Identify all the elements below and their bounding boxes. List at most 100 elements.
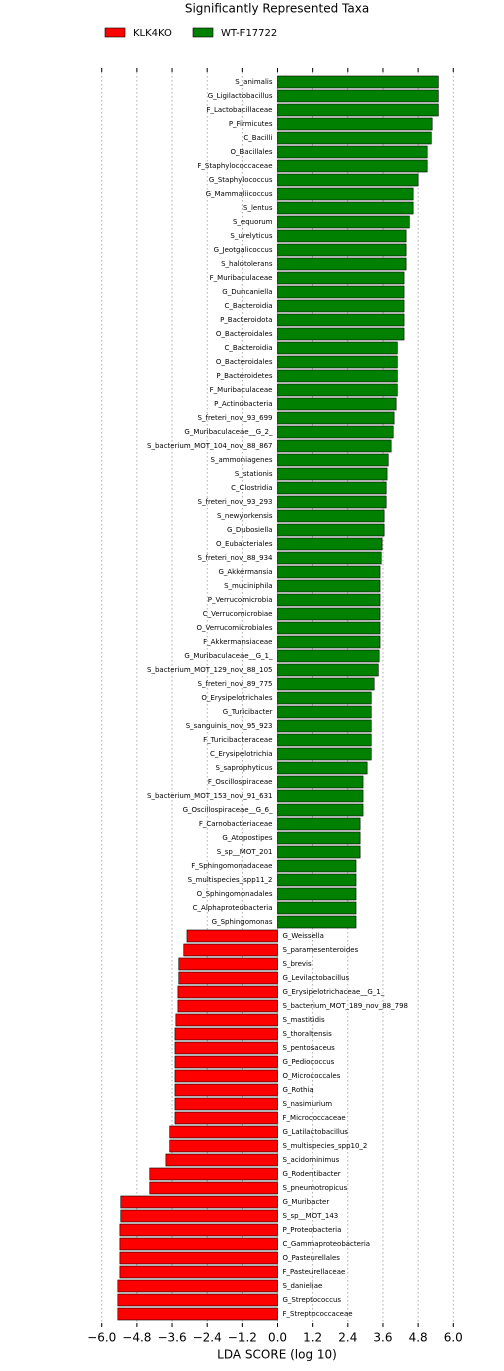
category-label: C_Clostridia xyxy=(231,484,272,492)
bar xyxy=(174,1055,278,1069)
x-tick-label: 1.2 xyxy=(303,1331,322,1345)
category-label: G_Duncaniella xyxy=(222,288,272,296)
bar xyxy=(149,1181,278,1195)
bar xyxy=(117,1293,278,1307)
category-label: F_Oscillospiraceae xyxy=(208,778,273,786)
legend-swatch xyxy=(104,27,126,38)
category-label: C_Erysipelotrichia xyxy=(210,750,273,758)
category-label: S_stationis xyxy=(235,470,273,478)
category-label: G_Ligilactobacillus xyxy=(208,92,273,100)
bar xyxy=(277,901,357,915)
category-label: S_muciniphila xyxy=(224,582,272,590)
bar xyxy=(277,565,381,579)
bar xyxy=(277,467,388,481)
category-label: G_Atopostipes xyxy=(222,834,272,842)
category-label: F_Sphingomonadaceae xyxy=(191,862,272,870)
category-label: S_freteri_nov_93_293 xyxy=(198,498,273,506)
category-label: S_multispecies_spp10_2 xyxy=(283,1142,368,1150)
bar xyxy=(277,747,372,761)
category-label: F_Muribaculaceae xyxy=(210,274,273,282)
category-label: S_pneumotropicus xyxy=(283,1184,348,1192)
category-label: O_Pasteurellales xyxy=(283,1254,341,1262)
bar xyxy=(119,1223,278,1237)
category-label: S_freteri_nov_89_775 xyxy=(198,680,273,688)
bar xyxy=(119,1237,278,1251)
category-label: S_freteri_nov_93_699 xyxy=(198,414,273,422)
x-tick-label: 3.6 xyxy=(373,1331,392,1345)
category-label: G_Muribacter xyxy=(283,1198,330,1206)
category-label: S_sp__MOT_143 xyxy=(283,1212,339,1220)
bar xyxy=(277,369,398,383)
category-label: G_Akkermansia xyxy=(218,568,272,576)
bar xyxy=(277,915,357,929)
bar xyxy=(277,579,381,593)
x-tick-label: −6.0 xyxy=(87,1331,116,1345)
bar xyxy=(277,173,419,187)
category-label: G_Rodentibacter xyxy=(283,1170,341,1178)
bar xyxy=(277,719,372,733)
bar xyxy=(277,803,364,817)
bar xyxy=(277,313,405,327)
bar xyxy=(277,551,382,565)
bar xyxy=(277,75,439,89)
bar xyxy=(174,1027,278,1041)
bar xyxy=(174,1041,278,1055)
bar xyxy=(277,215,410,229)
category-label: O_Sphingomonadales xyxy=(197,890,273,898)
bar xyxy=(277,341,398,355)
category-label: S_bacterium_MOT_189_nov_88_798 xyxy=(283,1002,408,1010)
category-label: O_Micrococcales xyxy=(283,1072,341,1080)
bar xyxy=(174,1069,278,1083)
category-label: S_equorum xyxy=(233,218,273,226)
bar xyxy=(165,1153,278,1167)
category-label: S_sanguinis_nov_95_923 xyxy=(186,722,273,730)
category-label: F_Akkermansiaceae xyxy=(203,638,272,646)
category-label: C_Bacteroidia xyxy=(224,344,272,352)
bar xyxy=(174,1083,278,1097)
bar xyxy=(277,775,364,789)
bar xyxy=(277,691,372,705)
bar xyxy=(277,663,379,677)
bar xyxy=(119,1265,278,1279)
category-label: C_Verrucomicrobiae xyxy=(203,610,273,618)
bar xyxy=(277,705,372,719)
category-label: G_Levilactobacillus xyxy=(283,974,350,982)
bar xyxy=(277,187,414,201)
category-label: S_newyorkensis xyxy=(217,512,273,520)
x-axis-label: LDA SCORE (log 10) xyxy=(217,1348,337,1362)
category-label: G_Erysipelotrichaceae__G_1_ xyxy=(283,988,385,996)
category-label: S_nasimurium xyxy=(283,1100,333,1108)
bar xyxy=(169,1125,278,1139)
bar xyxy=(277,873,357,887)
bar xyxy=(117,1307,278,1321)
category-label: G_Turicibacter xyxy=(223,708,273,716)
bar xyxy=(169,1139,278,1153)
legend-label: KLK4KO xyxy=(133,28,172,39)
bar xyxy=(277,355,398,369)
bar xyxy=(277,439,392,453)
category-label: F_Carnobacteriaceae xyxy=(199,820,273,828)
category-label: F_Pasteurellaceae xyxy=(283,1268,346,1276)
bar xyxy=(277,593,381,607)
bar xyxy=(117,1279,278,1293)
category-label: S_ammoniagenes xyxy=(211,456,273,464)
bar xyxy=(149,1167,278,1181)
category-label: G_Mammaliicoccus xyxy=(206,190,273,198)
bar xyxy=(277,271,405,285)
x-tick-label: 4.8 xyxy=(409,1331,428,1345)
category-label: F_Streptococcaceae xyxy=(283,1310,353,1318)
category-label: S_lentus xyxy=(243,204,273,212)
category-label: O_Erysipelotrichales xyxy=(201,694,272,702)
bar xyxy=(277,285,405,299)
x-tick-label: −4.8 xyxy=(122,1331,151,1345)
bar xyxy=(277,103,439,117)
bar xyxy=(277,761,368,775)
category-label: F_Staphylococcaceae xyxy=(197,162,272,170)
bar xyxy=(277,131,432,145)
category-label: P_Bacteroidota xyxy=(220,316,272,324)
bar xyxy=(277,299,405,313)
bar xyxy=(277,831,361,845)
category-label: S_acidominimus xyxy=(283,1156,340,1164)
